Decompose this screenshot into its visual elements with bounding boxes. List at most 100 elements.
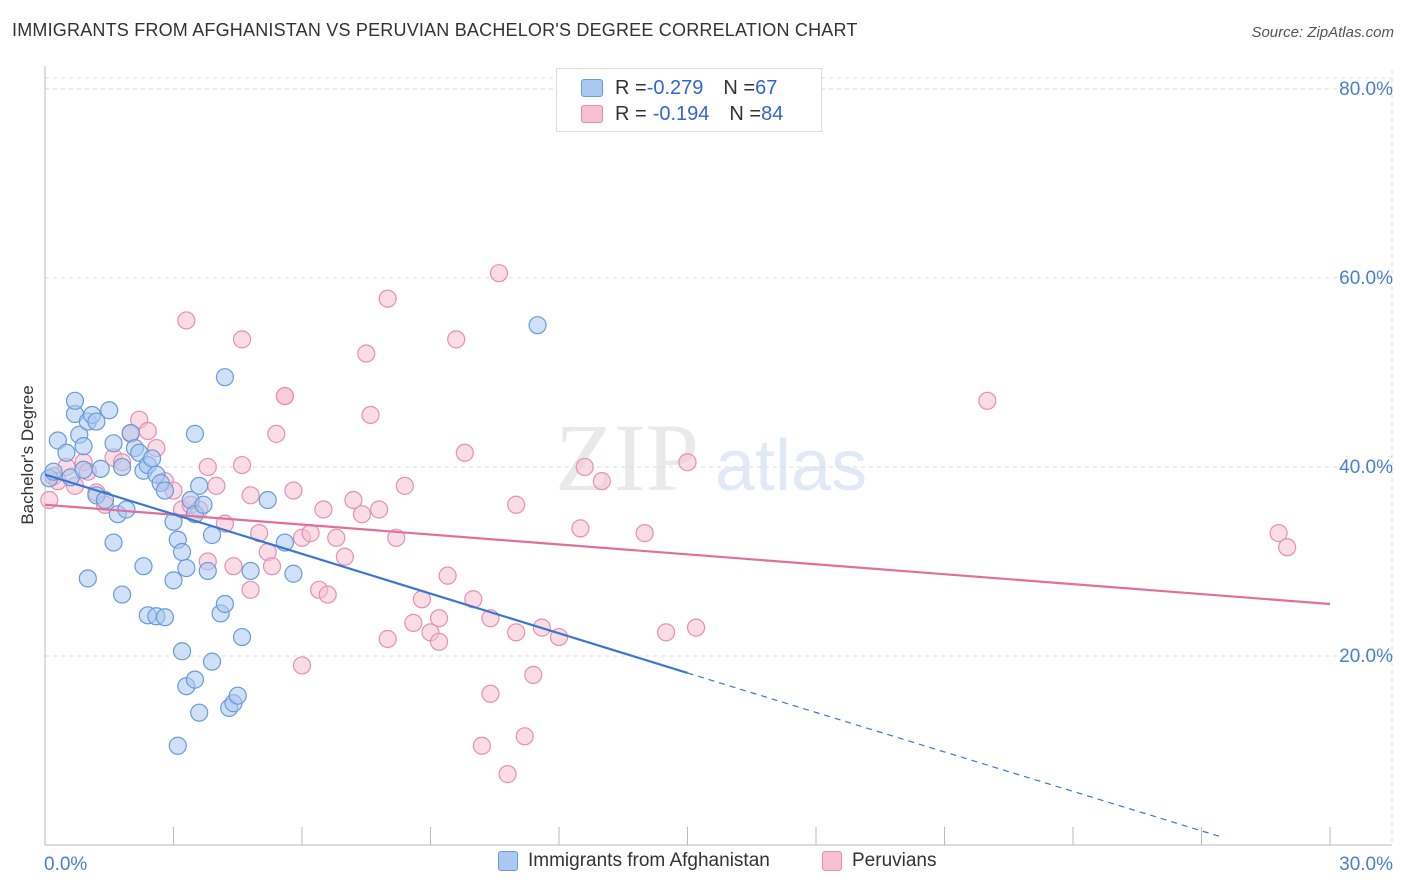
- afghanistan-point: [78, 569, 97, 588]
- x-tick-label: 0.0%: [44, 854, 87, 875]
- peruvians-point: [378, 629, 397, 649]
- peruvians-point: [575, 457, 594, 477]
- axes: [44, 66, 1392, 846]
- peruvians-point: [198, 457, 217, 477]
- afghanistan-point: [215, 594, 234, 614]
- peruvians-point: [301, 524, 320, 543]
- pink-swatch: [822, 851, 842, 871]
- peruvians-point: [438, 566, 457, 585]
- peruvians-point: [344, 490, 363, 510]
- tick-labels: 20.0% 40.0% 60.0% 80.0% 0.0% 30.0%: [44, 79, 1393, 875]
- legend-item-afghanistan: Immigrants from Afghanistan: [498, 850, 770, 872]
- watermark-zip: ZIP: [555, 404, 699, 511]
- afghanistan-point: [190, 476, 209, 495]
- peruvians-point: [472, 736, 491, 755]
- trend-lines: [44, 473, 1331, 839]
- afghanistan-point: [164, 571, 183, 590]
- n-label: N =: [729, 102, 762, 125]
- afghanistan-point: [284, 564, 303, 583]
- afghanistan-point: [172, 542, 192, 562]
- afghanistan-point: [104, 434, 123, 453]
- peruvians-point: [498, 765, 517, 784]
- peruvians-point: [515, 727, 534, 746]
- legend-row-peruvians: R = -0.194 N = 84: [581, 101, 783, 127]
- afghanistan-point: [142, 449, 162, 468]
- x-tick-label: 30.0%: [1339, 854, 1393, 875]
- legend-row-afghanistan: R = -0.279 N = 67: [581, 75, 777, 101]
- peruvians-point: [635, 524, 654, 543]
- legend-label: Immigrants from Afghanistan: [528, 850, 770, 871]
- peruvians-point: [267, 424, 286, 443]
- blue-swatch: [581, 79, 603, 97]
- afghanistan-point: [112, 457, 132, 477]
- peruvians-point: [370, 500, 389, 519]
- afghanistan-point: [91, 459, 110, 478]
- afghanistan-point: [121, 423, 140, 443]
- watermark-atlas: atlas: [715, 426, 867, 506]
- legend-item-peruvians: Peruvians: [822, 850, 937, 872]
- peruvians-point: [447, 330, 466, 349]
- afghanistan-point: [185, 670, 205, 689]
- peruvians-point: [524, 665, 543, 684]
- peruvians-point: [275, 386, 294, 406]
- afghanistan-point: [177, 558, 196, 578]
- afghanistan-point: [202, 652, 222, 671]
- peruvians-point: [318, 585, 337, 604]
- afghanistan-point: [155, 608, 175, 627]
- source-label: Source: ZipAtlas.com: [1251, 24, 1394, 41]
- afghanistan-point: [232, 627, 252, 647]
- afghanistan-point: [100, 401, 119, 420]
- y-tick-label: 40.0%: [1339, 457, 1393, 478]
- grid-lines: [45, 70, 1393, 845]
- peruvians-point: [507, 495, 526, 514]
- peruvians-point: [978, 391, 997, 410]
- peruvians-point: [571, 519, 590, 538]
- peruvians-point: [335, 547, 354, 566]
- afghanistan-point: [241, 561, 260, 581]
- afghanistan-point: [215, 368, 234, 387]
- peruvians-point: [481, 684, 500, 703]
- peruvians-point: [507, 623, 526, 642]
- peruvians-point: [177, 311, 196, 330]
- afghanistan-point: [194, 495, 213, 514]
- afghanistan-point: [190, 703, 209, 722]
- peruvians-point: [455, 443, 474, 462]
- peruvians-point: [241, 580, 260, 599]
- afghanistan-point: [112, 585, 132, 604]
- peruvians-point: [361, 405, 380, 425]
- peruvians-point: [232, 330, 252, 349]
- afghanistan-point: [65, 391, 85, 410]
- afghanistan-point: [168, 736, 187, 755]
- afghanistan-points: [40, 316, 547, 755]
- peruvians-point: [1269, 524, 1288, 543]
- afghanistan-point: [185, 424, 205, 443]
- correlation-legend: R = -0.279 N = 67 R = -0.194 N = 84: [556, 68, 822, 132]
- legend-label: Peruvians: [852, 850, 937, 871]
- peruvians-point: [284, 481, 303, 500]
- peruvians-point: [678, 453, 697, 472]
- afghanistan-point: [198, 561, 217, 581]
- y-tick-label: 20.0%: [1339, 646, 1393, 667]
- afghanistan-point: [48, 431, 67, 450]
- n-label: N =: [723, 76, 756, 99]
- afghanistan-point: [155, 481, 175, 500]
- r-label: R =: [615, 76, 647, 99]
- afghanistan-point: [74, 437, 93, 456]
- y-axis-label: Bachelor's Degree: [18, 385, 37, 524]
- peruvians-point: [686, 618, 706, 637]
- peruvians-point: [592, 472, 611, 491]
- peruvians-point: [357, 344, 376, 363]
- peruvians-point: [207, 476, 226, 495]
- afghanistan-point: [87, 412, 106, 431]
- peruvians-point: [395, 476, 414, 495]
- peruvians-point: [327, 528, 346, 547]
- afghanistan-point: [104, 533, 123, 552]
- n-value: 84: [761, 102, 784, 125]
- peruvians-point: [232, 455, 252, 475]
- r-value: -0.279: [646, 76, 704, 99]
- peruvians-point: [40, 490, 59, 510]
- peruvians-point: [314, 500, 333, 519]
- afghanistan-point: [57, 443, 76, 462]
- peruvians-point: [656, 623, 676, 642]
